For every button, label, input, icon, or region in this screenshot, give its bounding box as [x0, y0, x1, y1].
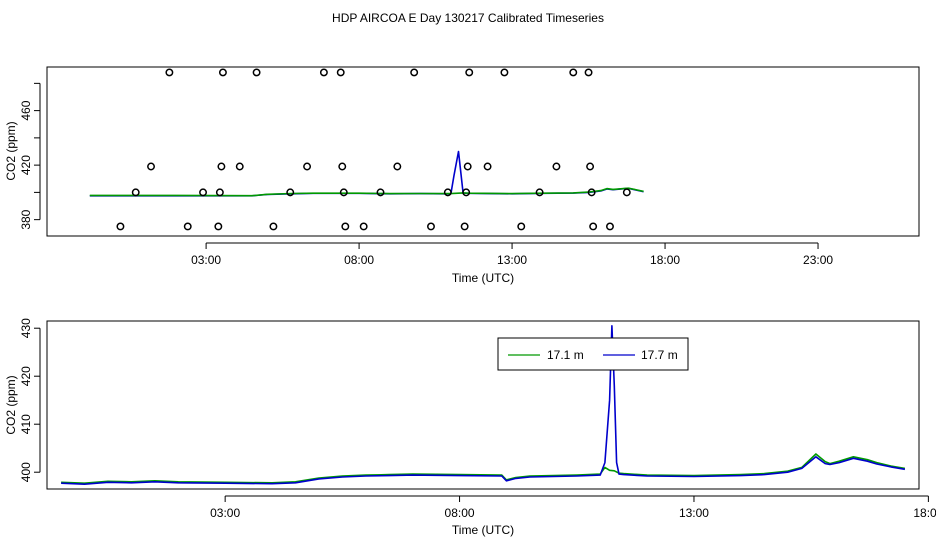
- panel-1-calibration-point: [584, 68, 593, 77]
- panel-1-x-tick-label: 18:00: [650, 253, 680, 267]
- panel-1-calibration-point: [269, 222, 278, 231]
- panel-1-y-label: CO2 (ppm): [4, 121, 18, 180]
- panel-1-calibration-point: [215, 188, 224, 197]
- panel-1-calibration-point: [465, 68, 474, 77]
- panel-1-calibration-point: [606, 222, 614, 231]
- panel-2-series-line-17-1-m: [61, 453, 906, 485]
- panel-1-calibration-point: [463, 162, 472, 171]
- panel-1-plot-area: [46, 66, 920, 237]
- panel-1-calibration-point: [286, 188, 295, 197]
- panel-1-x-tick-label: 03:00: [191, 253, 221, 267]
- panel-1-calibration-point: [622, 188, 631, 197]
- panel-1-calibration-point: [410, 68, 419, 77]
- panel-1-calibration-point: [500, 68, 509, 77]
- panel-1-series: [89, 150, 644, 197]
- panel-1-calibration-point: [427, 222, 435, 231]
- panel-1-x-axis: 03:00 08:00 13:00 18:00 23:00: [191, 242, 833, 267]
- panel-1-calibration-point: [338, 162, 347, 171]
- panel-1-calibration-point: [462, 188, 471, 197]
- panel-1-calibration-point: [586, 162, 595, 171]
- panel-1-calibration-point: [235, 162, 244, 171]
- panel-2-x-tick-label: 03:00: [210, 506, 240, 520]
- panel-1-x-tick-label: 23:00: [803, 253, 833, 267]
- panel-1-calibration-point: [339, 188, 348, 197]
- panel-1-y-tick-label: 420: [19, 155, 33, 175]
- panel-1-calibration-point: [303, 162, 312, 171]
- panel-2-series: [61, 324, 906, 486]
- panel-1-calibration-point: [319, 68, 328, 77]
- panel-1-calibration-point: [116, 222, 125, 231]
- panel-2-y-tick-label: 400: [19, 462, 33, 482]
- panel-2-y-tick-label: 410: [19, 414, 33, 434]
- panel-2-x-tick-label: 13:00: [679, 506, 709, 520]
- legend-label-17-7m: 17.7 m: [641, 348, 678, 362]
- panel-1-calibration-point: [589, 222, 598, 231]
- panel-2-plot-area: [46, 320, 920, 490]
- panel-1-calibration-point: [183, 222, 192, 231]
- panel-1-calibration-point: [460, 222, 469, 231]
- panel-1-x-label: Time (UTC): [452, 271, 514, 285]
- panel-1-calibration-point: [218, 68, 227, 77]
- panel-1-calibration-point: [483, 162, 492, 171]
- panel-2-y-axis: 400 410 420 430: [19, 318, 41, 482]
- panel-1-series-line-17-1-m: [89, 187, 644, 197]
- panel-1-calibration-point: [147, 162, 155, 171]
- panel-1-calibration-point: [535, 188, 544, 197]
- panel-1: 03:00 08:00 13:00 18:00 23:00 380 420 460 Time…: [4, 66, 920, 285]
- panel-2-y-label: CO2 (ppm): [4, 375, 18, 434]
- panel-1-calibration-point: [587, 188, 596, 197]
- panel-2-y-tick-label: 430: [19, 318, 33, 338]
- legend: 17.1 m 17.7 m: [497, 337, 689, 371]
- panel-1-calibration-point: [336, 68, 345, 77]
- panel-1-calibration-point: [376, 188, 385, 197]
- panel-1-calibration-point: [165, 68, 174, 77]
- panel-1-y-tick-label: 380: [19, 209, 33, 229]
- panel-1-calibration-point: [552, 162, 561, 171]
- chart-title: HDP AIRCOA E Day 130217 Calibrated Times…: [332, 11, 604, 25]
- panel-1-calibration-point: [393, 162, 402, 171]
- panel-1-calibration-point: [443, 188, 452, 197]
- panel-2-x-axis: 03:00 08:00 13:00 18:00: [210, 495, 936, 520]
- panel-1-x-tick-label: 08:00: [344, 253, 374, 267]
- panel-1-series-line-17-7-m: [89, 150, 644, 197]
- panel-1-calibration-point: [131, 188, 140, 197]
- panel-1-calibration-point: [214, 222, 223, 231]
- panel-2-x-tick-label: 08:00: [445, 506, 475, 520]
- legend-box: [497, 337, 689, 371]
- panel-2-x-label: Time (UTC): [452, 523, 514, 537]
- panel-1-calibration-points: [116, 68, 631, 231]
- panel-2-series-line-17-7-m: [61, 324, 906, 486]
- panel-1-calibration-point: [252, 68, 261, 77]
- panel-1-y-tick-label: 460: [19, 100, 33, 120]
- panel-2-x-tick-label: 18:00: [913, 506, 936, 520]
- panel-1-calibration-point: [217, 162, 226, 171]
- panel-1-calibration-point: [569, 68, 578, 77]
- panel-2: 03:00 08:00 13:00 18:00 400 410 420 430 Time (…: [4, 318, 936, 537]
- panel-1-calibration-point: [359, 222, 368, 231]
- panel-1-calibration-point: [517, 222, 526, 231]
- panel-1-y-axis: 380 420 460: [19, 82, 41, 230]
- panel-2-y-tick-label: 420: [19, 366, 33, 386]
- panel-1-calibration-point: [341, 222, 350, 231]
- legend-label-17-1m: 17.1 m: [547, 348, 584, 362]
- panel-1-calibration-point: [199, 188, 207, 197]
- panel-1-x-tick-label: 13:00: [497, 253, 527, 267]
